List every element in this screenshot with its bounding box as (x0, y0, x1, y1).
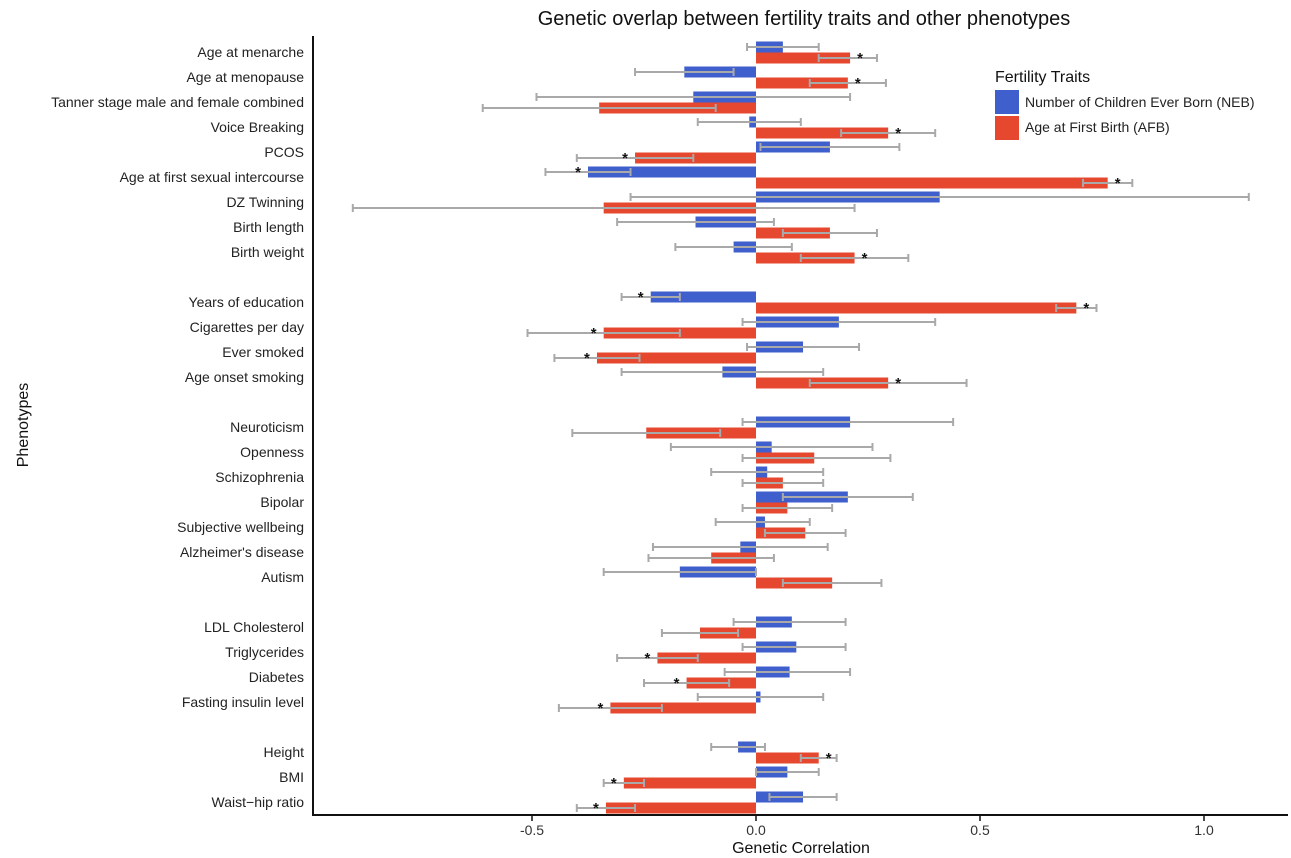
y-axis-title: Phenotypes (15, 383, 32, 468)
category-label: Height (264, 744, 305, 760)
category-label: Age at menarche (197, 44, 304, 60)
significance-star-afb: * (855, 75, 861, 92)
x-tick-label: 1.0 (1194, 822, 1214, 838)
category-label: Autism (261, 569, 304, 585)
x-tick-label: 0.0 (746, 822, 766, 838)
plot-area: -0.5 0.0 0.5 1.0 Age at menarche * Age at meno… (51, 41, 1250, 838)
category-label: Openness (240, 444, 304, 460)
significance-star-afb: * (611, 775, 617, 792)
category-label: LDL Cholesterol (204, 619, 304, 635)
bar-afb (756, 127, 889, 139)
legend-label-afb: Age at First Birth (AFB) (1025, 119, 1170, 135)
bar-afb (635, 152, 756, 164)
bar-neb (588, 166, 756, 178)
significance-star-afb: * (1083, 300, 1089, 317)
significance-star-neb: * (575, 164, 581, 181)
legend-title: Fertility Traits (995, 69, 1090, 86)
legend-swatch-neb (995, 90, 1019, 114)
category-label: Neuroticism (230, 419, 304, 435)
category-label: Fasting insulin level (182, 694, 304, 710)
category-label: Schizophrenia (215, 469, 304, 485)
bar-afb (756, 752, 819, 764)
bar-afb (610, 702, 756, 714)
legend-swatch-afb (995, 116, 1019, 140)
significance-star-afb: * (826, 750, 832, 767)
bar-afb (605, 802, 756, 814)
category-label: Triglycerides (225, 644, 304, 660)
category-label: BMI (279, 769, 304, 785)
significance-star-afb: * (645, 650, 651, 667)
category-label: Age at first sexual intercourse (120, 169, 305, 185)
x-tick-label: -0.5 (520, 822, 544, 838)
category-label: Birth length (233, 219, 304, 235)
category-label: Birth weight (231, 244, 304, 260)
category-label: Voice Breaking (211, 119, 304, 135)
category-label: Tanner stage male and female combined (51, 94, 304, 110)
significance-star-afb: * (584, 350, 590, 367)
bar-afb (756, 302, 1077, 314)
category-label: Diabetes (249, 669, 304, 685)
bar-afb (623, 777, 756, 789)
significance-star-neb: * (638, 289, 644, 306)
category-label: Cigarettes per day (190, 319, 304, 335)
bar-afb (596, 352, 756, 364)
significance-star-afb: * (674, 675, 680, 692)
significance-star-afb: * (862, 250, 868, 267)
category-label: Waist−hip ratio (212, 794, 305, 810)
bar-afb (756, 52, 851, 64)
bar-neb (650, 291, 756, 303)
category-label: DZ Twinning (226, 194, 304, 210)
bar-afb (756, 177, 1108, 189)
legend-label-neb: Number of Children Ever Born (NEB) (1025, 94, 1255, 110)
significance-star-afb: * (591, 325, 597, 342)
significance-star-afb: * (895, 125, 901, 142)
category-label: Alzheimer's disease (180, 544, 304, 560)
significance-star-afb: * (593, 800, 599, 817)
category-label: Ever smoked (222, 344, 304, 360)
chart-title: Genetic overlap between fertility traits… (538, 8, 1071, 30)
significance-star-afb: * (1115, 175, 1121, 192)
bar-afb (756, 77, 848, 89)
x-axis-title: Genetic Correlation (732, 840, 870, 857)
x-tick-label: 0.5 (970, 822, 990, 838)
category-label: Bipolar (260, 494, 304, 510)
significance-star-afb: * (597, 700, 603, 717)
bar-afb (657, 652, 756, 664)
category-label: Age onset smoking (185, 369, 304, 385)
category-label: PCOS (264, 144, 304, 160)
category-label: Years of education (189, 294, 304, 310)
category-label: Age at menopause (186, 69, 304, 85)
significance-star-afb: * (895, 375, 901, 392)
legend: Fertility Traits Number of Children Ever… (995, 69, 1255, 140)
category-label: Subjective wellbeing (177, 519, 304, 535)
significance-star-afb: * (857, 50, 863, 67)
significance-star-afb: * (622, 150, 628, 167)
